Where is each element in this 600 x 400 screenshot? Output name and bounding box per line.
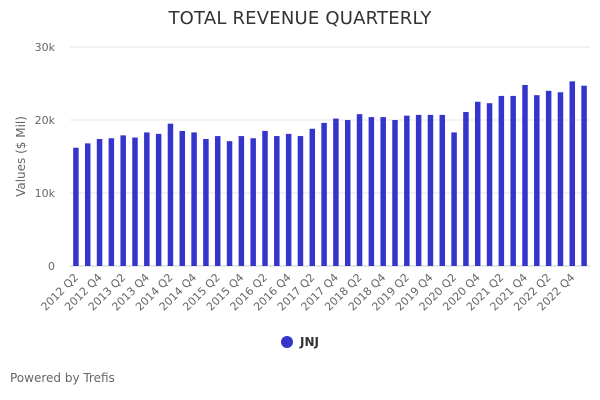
bar-2015-q4 xyxy=(238,136,245,266)
bar-2018-q4 xyxy=(380,117,386,266)
bar-2018-q2 xyxy=(356,114,363,266)
bar-2017-q4 xyxy=(333,118,339,266)
bar-2020-q3 xyxy=(463,111,469,266)
bar-2022-q3 xyxy=(557,92,564,266)
bar-2019-q4 xyxy=(427,114,434,266)
y-axis-title: Values ($ Mil) xyxy=(14,116,28,197)
bar-2014-q4 xyxy=(191,132,197,266)
bar-2021-q4 xyxy=(522,84,528,267)
bar-2021-q1 xyxy=(486,103,493,267)
bar-2015-q2 xyxy=(214,136,221,266)
bar-2020-q2 xyxy=(451,132,457,266)
y-tick-label: 20k xyxy=(35,114,56,127)
bar-2020-q1 xyxy=(439,114,446,266)
y-tick-label: 0 xyxy=(48,260,55,273)
bar-2022-q4 xyxy=(569,81,576,266)
y-tick-label: 10k xyxy=(35,187,56,200)
bar-2013-q3 xyxy=(132,137,138,266)
powered-by-credit: Powered by Trefis xyxy=(10,371,115,385)
bar-2014-q3 xyxy=(179,130,186,266)
bar-2016-q1 xyxy=(250,138,256,266)
bar-2017-q3 xyxy=(321,122,327,266)
chart-title: TOTAL REVENUE QUARTERLY xyxy=(168,8,432,29)
bar-2020-q4 xyxy=(474,101,481,266)
bar-2012-q4 xyxy=(96,138,103,266)
bar-2016-q4 xyxy=(285,133,292,266)
bar-2019-q2 xyxy=(404,115,410,267)
bar-2015-q1 xyxy=(203,138,209,266)
bar-2013-q2 xyxy=(120,135,126,266)
bar-2022-q1 xyxy=(534,95,540,267)
bar-2018-q1 xyxy=(344,120,351,266)
bar-2017-q1 xyxy=(297,136,304,266)
bar-2023-q1 xyxy=(581,85,587,266)
bar-2014-q1 xyxy=(155,133,162,266)
bar-2019-q1 xyxy=(392,120,398,266)
bar-2012-q2 xyxy=(73,147,79,266)
bar-2016-q3 xyxy=(274,136,280,266)
bar-2018-q3 xyxy=(368,117,375,266)
bar-2016-q2 xyxy=(262,130,268,266)
bar-2017-q2 xyxy=(309,128,316,266)
bar-2014-q2 xyxy=(167,123,174,267)
y-tick-label: 30k xyxy=(35,41,56,54)
bar-2013-q1 xyxy=(108,138,115,266)
bar-2012-q3 xyxy=(84,143,91,266)
legend-label: JNJ xyxy=(300,335,319,349)
legend[interactable]: JNJ xyxy=(0,335,600,349)
bar-2021-q3 xyxy=(510,95,516,266)
bar-2013-q4 xyxy=(144,132,150,266)
legend-marker xyxy=(281,336,293,348)
bar-2015-q3 xyxy=(226,141,233,266)
bar-2019-q3 xyxy=(415,114,422,266)
bar-2021-q2 xyxy=(498,95,505,266)
bar-2022-q2 xyxy=(545,90,552,266)
